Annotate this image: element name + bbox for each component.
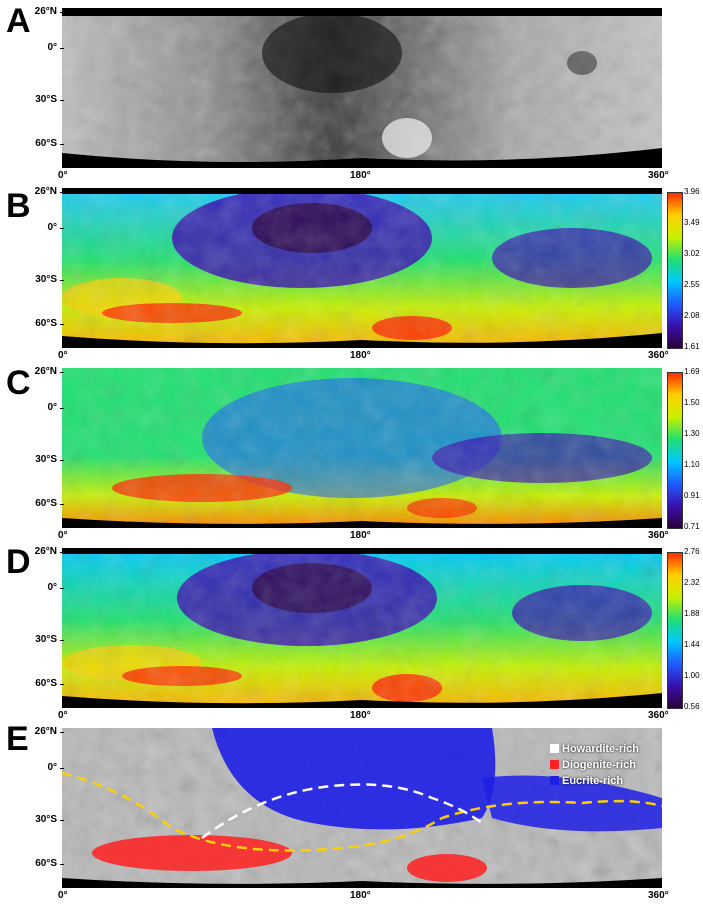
lat-tick <box>60 372 64 373</box>
lat-label: 60°S <box>35 318 57 329</box>
panel-label-a: A <box>6 2 31 40</box>
colorbar-tick-label: 1.10 <box>684 460 700 469</box>
legend-swatch-eucrite <box>550 776 559 785</box>
colorbar-c <box>667 372 683 529</box>
colorbar-tick-label: 0.91 <box>684 491 700 500</box>
lat-label: 30°S <box>35 814 57 825</box>
lat-label: 60°S <box>35 858 57 869</box>
panel-label-b: B <box>6 187 31 225</box>
lon-label: 180° <box>350 350 371 361</box>
lat-tick <box>60 640 64 641</box>
colorbar-tick-label: 1.44 <box>684 640 700 649</box>
lat-tick <box>60 408 64 409</box>
legend-swatch-howardite <box>550 744 559 753</box>
colorbar-tick-label: 1.69 <box>684 367 700 376</box>
lat-label: 0° <box>47 402 57 413</box>
colorbar-tick-label: 1.30 <box>684 429 700 438</box>
lat-tick <box>60 280 64 281</box>
lat-label: 26°N <box>34 546 57 557</box>
panel-label-d: D <box>6 543 31 581</box>
lon-label: 180° <box>350 710 371 721</box>
lon-label: 360° <box>648 710 669 721</box>
lat-tick <box>60 588 64 589</box>
lon-label: 360° <box>648 170 669 181</box>
legend-eucrite: Eucrite-rich <box>550 776 623 787</box>
lat-tick <box>60 820 64 821</box>
lat-tick <box>60 768 64 769</box>
lat-label: 0° <box>47 42 57 53</box>
legend-label-eucrite: Eucrite-rich <box>562 775 624 787</box>
colorbar-tick-label: 1.88 <box>684 609 700 618</box>
lat-label: 30°S <box>35 274 57 285</box>
lat-tick <box>60 864 64 865</box>
panel-label-c: C <box>6 364 31 402</box>
lat-label: 0° <box>47 582 57 593</box>
lon-label: 0° <box>58 350 68 361</box>
lat-label: 0° <box>47 762 57 773</box>
legend-label-diogenite: Diogenite-rich <box>562 759 636 771</box>
legend-howardite: Howardite-rich <box>550 744 639 755</box>
map-panel-a <box>62 8 662 168</box>
colorbar-tick-label: 1.00 <box>684 671 700 680</box>
lat-label: 26°N <box>34 366 57 377</box>
lon-label: 0° <box>58 170 68 181</box>
lat-label: 26°N <box>34 726 57 737</box>
lat-label: 60°S <box>35 498 57 509</box>
colorbar-b <box>667 192 683 349</box>
lat-tick <box>60 144 64 145</box>
lat-label: 30°S <box>35 94 57 105</box>
lat-label: 26°N <box>34 186 57 197</box>
lat-tick <box>60 732 64 733</box>
colorbar-tick-label: 2.08 <box>684 311 700 320</box>
colorbar-tick-label: 3.96 <box>684 187 700 196</box>
map-panel-d <box>62 548 662 708</box>
colorbar-tick-label: 2.76 <box>684 547 700 556</box>
legend-diogenite: Diogenite-rich <box>550 760 636 771</box>
colorbar-tick-label: 3.49 <box>684 218 700 227</box>
colorbar-tick-label: 2.32 <box>684 578 700 587</box>
map-panel-c <box>62 368 662 528</box>
legend-label-howardite: Howardite-rich <box>562 743 640 755</box>
lon-label: 0° <box>58 890 68 901</box>
lat-tick <box>60 324 64 325</box>
colorbar-d <box>667 552 683 709</box>
lon-label: 180° <box>350 890 371 901</box>
lon-label: 360° <box>648 350 669 361</box>
legend-swatch-diogenite <box>550 760 559 769</box>
lat-label: 26°N <box>34 6 57 17</box>
lat-label: 60°S <box>35 678 57 689</box>
lat-tick <box>60 228 64 229</box>
lon-label: 0° <box>58 710 68 721</box>
colorbar-tick-label: 1.61 <box>684 342 700 351</box>
lon-label: 180° <box>350 530 371 541</box>
lat-tick <box>60 460 64 461</box>
colorbar-tick-label: 2.55 <box>684 280 700 289</box>
lat-label: 60°S <box>35 138 57 149</box>
lat-tick <box>60 100 64 101</box>
lon-label: 0° <box>58 530 68 541</box>
lat-label: 30°S <box>35 454 57 465</box>
map-panel-e <box>62 728 662 888</box>
lat-label: 0° <box>47 222 57 233</box>
panel-label-e: E <box>6 720 29 758</box>
colorbar-tick-label: 3.02 <box>684 249 700 258</box>
lon-label: 360° <box>648 530 669 541</box>
colorbar-tick-label: 0.56 <box>684 702 700 711</box>
lon-label: 360° <box>648 890 669 901</box>
lat-tick <box>60 48 64 49</box>
lat-tick <box>60 684 64 685</box>
lat-tick <box>60 12 64 13</box>
map-panel-b <box>62 188 662 348</box>
lat-label: 30°S <box>35 634 57 645</box>
lat-tick <box>60 504 64 505</box>
lat-tick <box>60 552 64 553</box>
colorbar-tick-label: 1.50 <box>684 398 700 407</box>
lon-label: 180° <box>350 170 371 181</box>
colorbar-tick-label: 0.71 <box>684 522 700 531</box>
lat-tick <box>60 192 64 193</box>
